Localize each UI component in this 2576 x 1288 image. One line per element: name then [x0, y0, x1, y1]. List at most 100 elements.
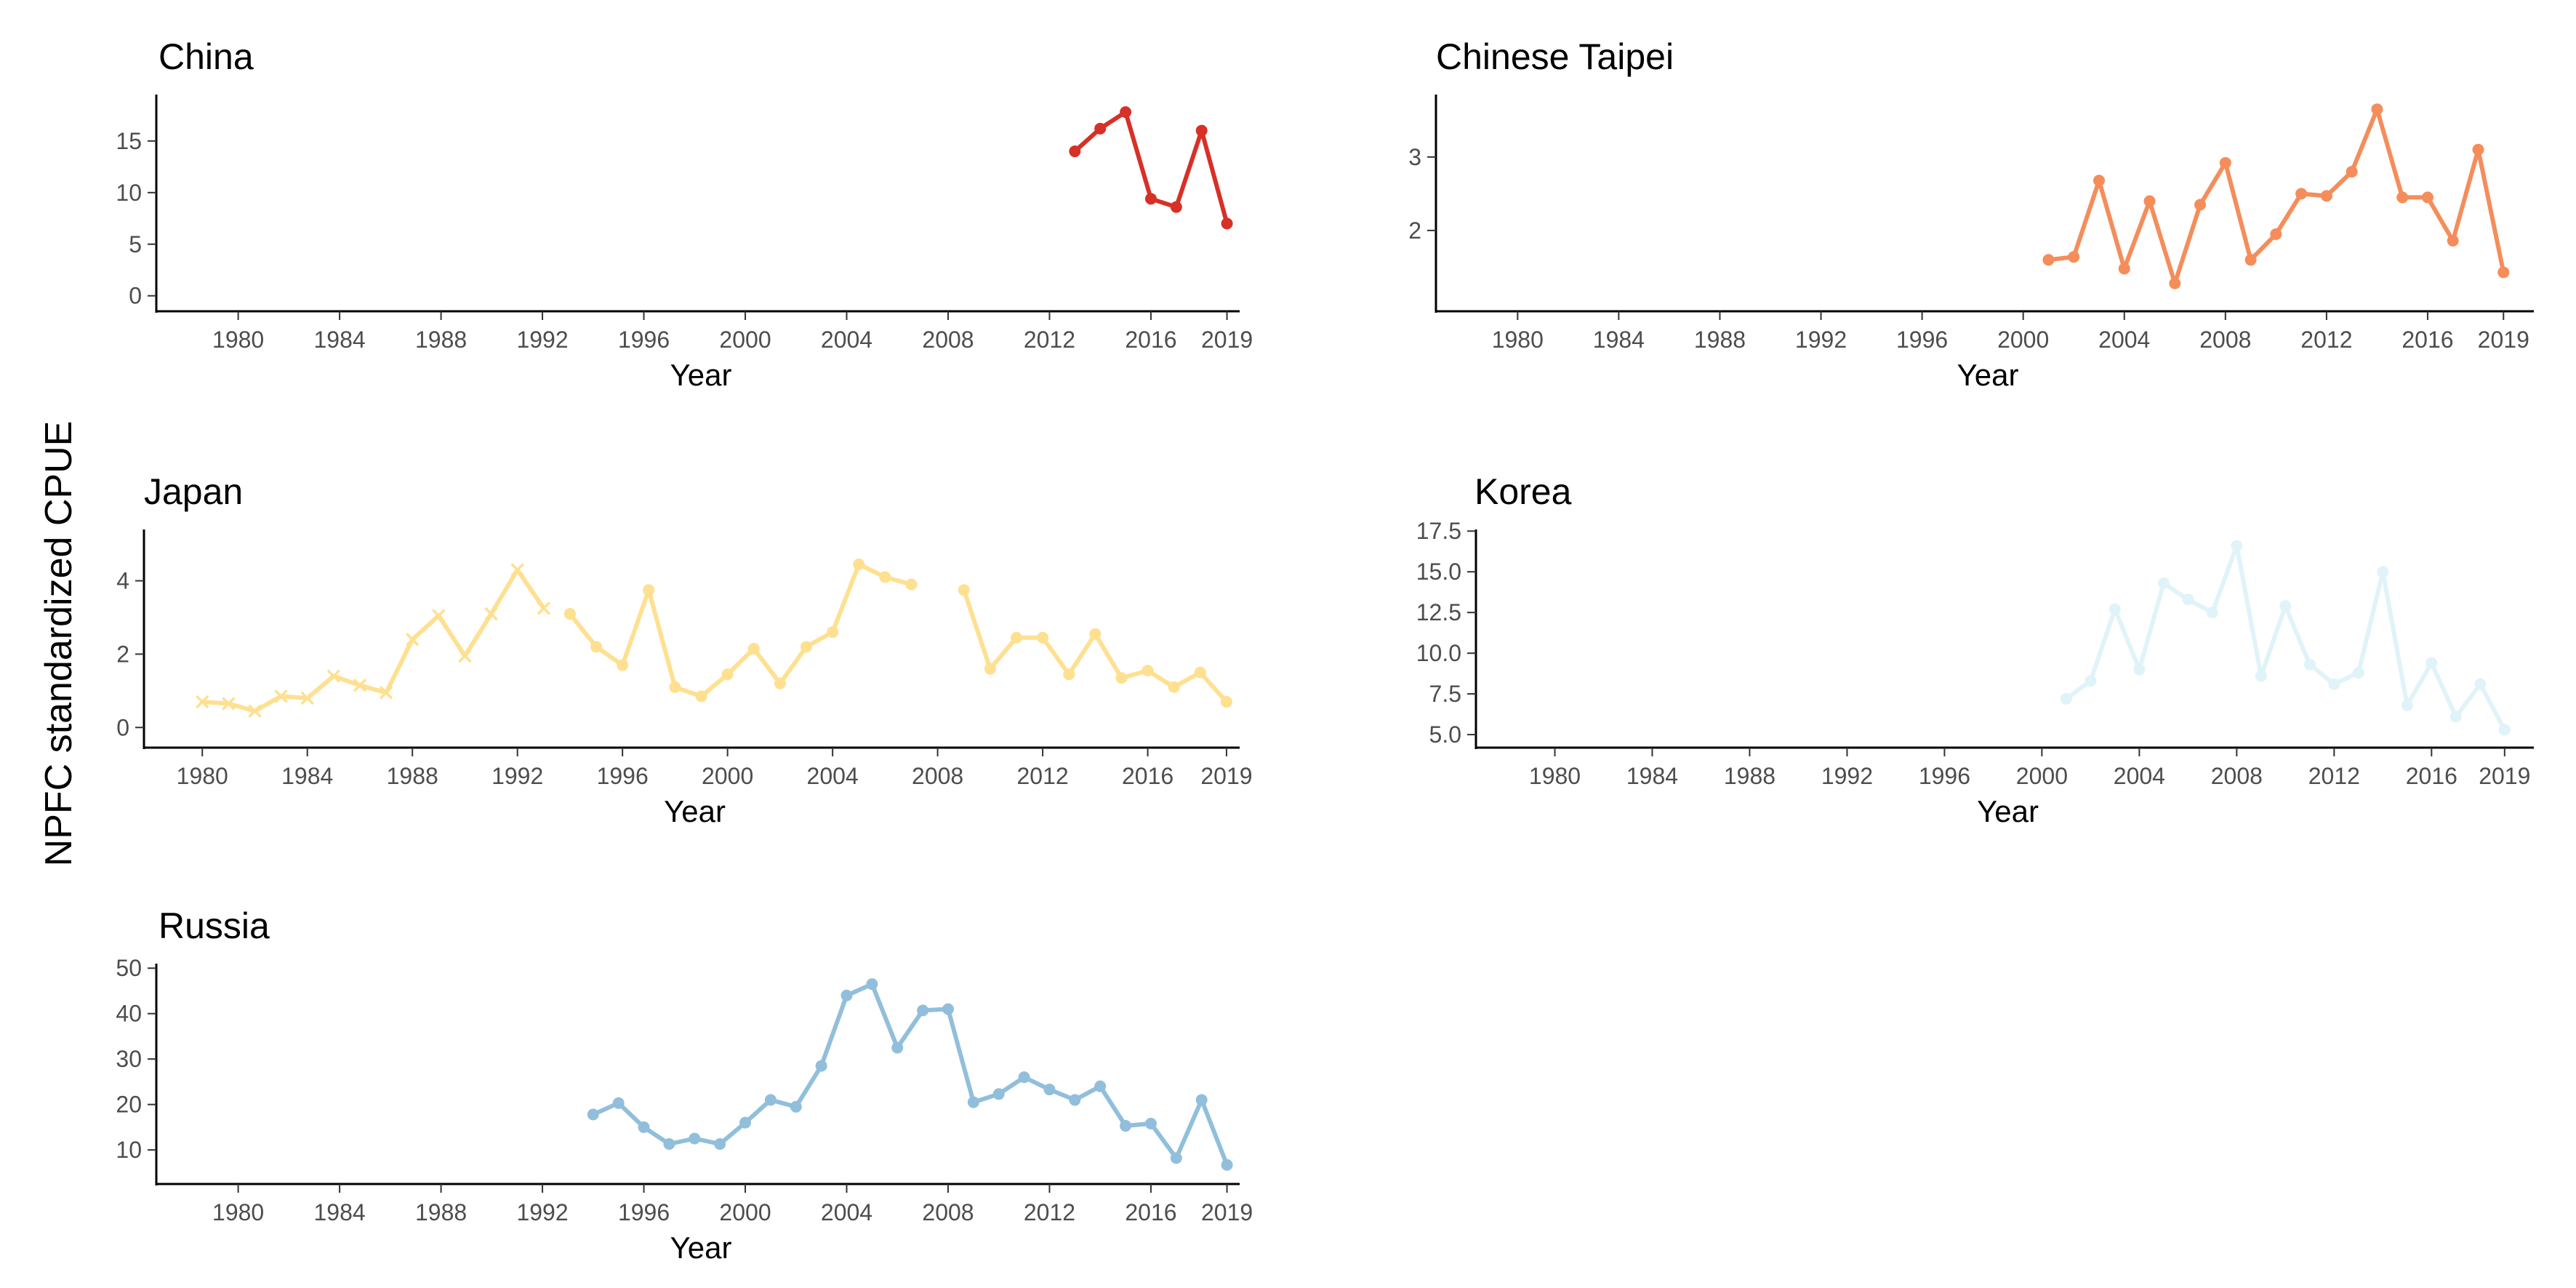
russia-x-tick-label: 1996: [618, 1199, 670, 1225]
russia-data-point: [815, 1060, 827, 1072]
russia-data-point: [1120, 1120, 1132, 1132]
russia-data-point: [1221, 1159, 1233, 1171]
korea-data-point: [2377, 566, 2389, 578]
russia-y-tick-label: 30: [116, 1046, 142, 1072]
russia-data-point: [992, 1088, 1005, 1100]
chinese-taipei-data-point: [2118, 263, 2130, 275]
korea-data-point: [2060, 692, 2072, 705]
chinese-taipei-data-point: [2042, 254, 2055, 266]
korea-data-point: [2425, 657, 2438, 669]
russia-data-point: [638, 1121, 650, 1133]
chinese-taipei-y-tick-label: 2: [1408, 217, 1421, 244]
japan-data-point: [905, 578, 918, 591]
russia-data-point: [1069, 1094, 1081, 1106]
japan-data-point: [537, 601, 551, 615]
china-x-tick-label: 2000: [719, 327, 771, 353]
chinese-taipei-series-1: [2042, 103, 2510, 289]
japan-series-2: [563, 558, 918, 703]
korea-x-tick-label: 1984: [1626, 763, 1678, 789]
japan-y-tick-label: 0: [116, 714, 129, 740]
korea-data-point: [2401, 699, 2413, 711]
japan-series-3: [958, 584, 1232, 708]
russia-data-point: [1195, 1094, 1208, 1106]
russia-x-tick-label: 1984: [314, 1199, 366, 1225]
china-panel: China 1980 1984 1988 1992 1996 2000 2004 2008 201…: [116, 36, 1253, 392]
china-panel-title: China: [159, 36, 254, 77]
russia-data-point: [587, 1108, 599, 1121]
japan-data-point: [1194, 666, 1206, 679]
chinese-taipei-x-axis-title: Year: [1957, 358, 2019, 392]
russia-data-point: [967, 1096, 979, 1108]
china-data-point: [1144, 193, 1157, 205]
korea-data-point: [2352, 667, 2364, 679]
japan-data-point: [853, 558, 865, 570]
korea-x-tick-label: 2012: [2308, 763, 2360, 789]
china-data-point: [1069, 145, 1081, 158]
japan-data-point: [590, 641, 603, 653]
russia-data-point: [1144, 1117, 1157, 1129]
figure-y-axis-label: NPFC standardized CPUE: [38, 421, 80, 867]
china-y-tick-label: 10: [116, 180, 142, 206]
japan-x-tick-label: 1988: [387, 763, 438, 789]
russia-data-point: [840, 989, 853, 1001]
russia-data-point: [764, 1094, 777, 1106]
russia-data-point: [1094, 1080, 1107, 1092]
japan-data-point: [1037, 631, 1049, 644]
chinese-taipei-data-point: [2472, 143, 2484, 156]
korea-data-point: [2085, 675, 2097, 687]
chinese-taipei-data-point: [2270, 228, 2282, 240]
korea-x-tick-label: 2016: [2406, 763, 2457, 789]
russia-data-point: [689, 1132, 701, 1145]
china-x-tick-label: 2004: [821, 327, 872, 353]
korea-y-tick-label: 12.5: [1416, 599, 1461, 625]
china-x-tick-label: 2019: [1201, 327, 1253, 353]
korea-data-point: [2133, 663, 2146, 676]
korea-y-tick-label: 17.5: [1416, 518, 1461, 544]
russia-data-point: [891, 1041, 904, 1054]
russia-y-tick-label: 20: [116, 1092, 142, 1118]
russia-x-tick-label: 2008: [922, 1199, 974, 1225]
korea-x-tick-label: 2000: [2016, 763, 2068, 789]
china-data-point: [1195, 124, 1208, 137]
japan-data-point: [617, 659, 629, 671]
chinese-taipei-data-point: [2371, 103, 2383, 116]
russia-data-point: [866, 978, 878, 991]
russia-y-tick-label: 10: [116, 1137, 142, 1163]
korea-data-point: [2157, 577, 2170, 589]
japan-data-point: [1089, 628, 1102, 640]
chinese-taipei-x-tick-label: 1992: [1795, 327, 1847, 353]
korea-x-tick-label: 1980: [1529, 763, 1581, 789]
japan-x-tick-label: 1980: [177, 763, 228, 789]
chinese-taipei-x-tick-label: 1980: [1492, 327, 1544, 353]
japan-panel: Japan 1980 1984 1988 1992 1996 2000 2004 2008 201…: [116, 471, 1252, 828]
korea-data-point: [2206, 607, 2218, 619]
china-x-tick-label: 1988: [415, 327, 467, 353]
russia-data-point: [790, 1100, 802, 1113]
china-y-tick-label: 0: [129, 283, 142, 309]
korea-y-tick-label: 10.0: [1416, 640, 1461, 666]
korea-y-tick-label: 5.0: [1429, 721, 1461, 748]
japan-data-point: [879, 571, 891, 583]
japan-data-point: [274, 689, 288, 703]
korea-y-tick-label: 7.5: [1429, 681, 1461, 707]
korea-x-tick-label: 2019: [2479, 763, 2530, 789]
chinese-taipei-data-point: [2169, 277, 2181, 289]
china-x-tick-label: 1992: [516, 327, 568, 353]
japan-x-tick-label: 2016: [1122, 763, 1173, 789]
japan-data-point: [405, 633, 420, 647]
korea-data-point: [2108, 603, 2121, 615]
japan-data-point: [563, 607, 576, 620]
korea-data-point: [2279, 600, 2292, 612]
chinese-taipei-data-point: [2497, 266, 2510, 279]
china-series-1: [1069, 106, 1233, 230]
russia-data-point: [663, 1138, 675, 1151]
china-x-axis-title: Year: [670, 358, 732, 392]
japan-x-axis-title: Year: [664, 794, 726, 828]
korea-data-point: [2231, 540, 2243, 552]
russia-x-tick-label: 2000: [719, 1199, 771, 1225]
japan-series-line: [567, 561, 914, 699]
japan-data-point: [1168, 681, 1180, 693]
russia-data-point: [942, 1003, 954, 1015]
japan-x-tick-label: 2019: [1200, 763, 1252, 789]
